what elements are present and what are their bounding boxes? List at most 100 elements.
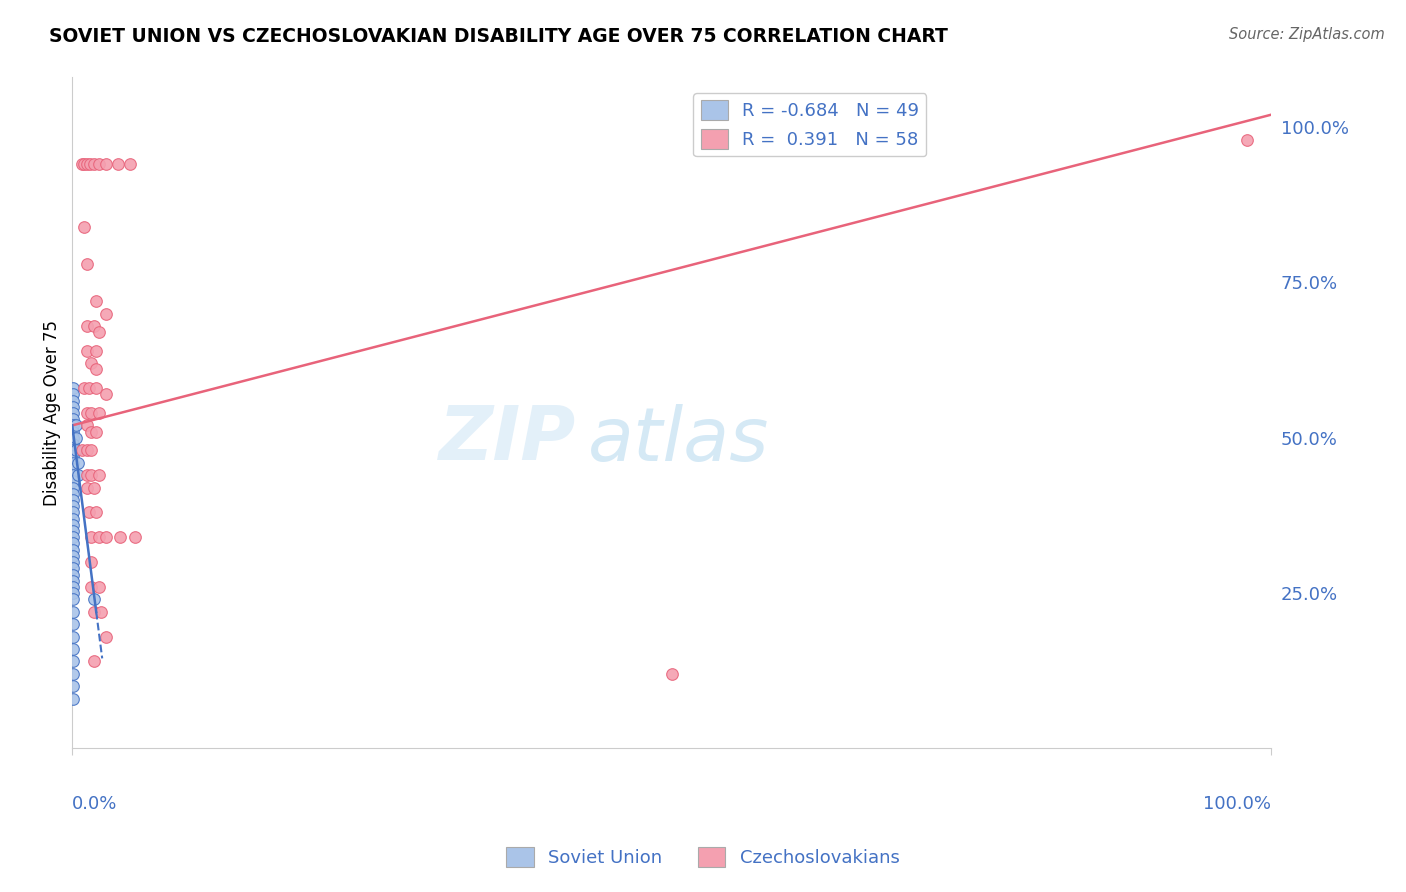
Point xyxy=(84,505,107,519)
Point xyxy=(80,443,103,458)
Point xyxy=(62,443,84,458)
Point xyxy=(118,157,141,171)
Point xyxy=(62,456,84,470)
Text: 0.0%: 0.0% xyxy=(72,796,118,814)
Point xyxy=(84,294,107,309)
Point xyxy=(84,362,107,376)
Point xyxy=(62,549,84,563)
Text: ZIP: ZIP xyxy=(439,403,575,476)
Point xyxy=(62,574,84,588)
Point xyxy=(62,468,84,483)
Point xyxy=(80,406,103,420)
Legend: R = -0.684   N = 49, R =  0.391   N = 58: R = -0.684 N = 49, R = 0.391 N = 58 xyxy=(693,93,927,156)
Point xyxy=(62,418,84,433)
Point xyxy=(62,437,84,451)
Point xyxy=(62,517,84,532)
Point xyxy=(62,617,84,632)
Point xyxy=(76,257,98,271)
Point xyxy=(87,468,110,483)
Point xyxy=(83,592,105,607)
Point xyxy=(62,524,84,538)
Point xyxy=(80,555,103,569)
Point xyxy=(73,381,96,395)
Text: 100.0%: 100.0% xyxy=(1204,796,1271,814)
Legend: Soviet Union, Czechoslovakians: Soviet Union, Czechoslovakians xyxy=(499,839,907,874)
Point xyxy=(94,387,117,401)
Point xyxy=(80,468,103,483)
Point xyxy=(90,605,112,619)
Point xyxy=(62,530,84,544)
Point xyxy=(73,219,96,234)
Point xyxy=(84,425,107,439)
Point xyxy=(94,530,117,544)
Point xyxy=(76,157,98,171)
Y-axis label: Disability Age Over 75: Disability Age Over 75 xyxy=(44,320,60,506)
Point xyxy=(62,555,84,569)
Point xyxy=(65,431,87,445)
Point xyxy=(83,605,105,619)
Point xyxy=(83,318,105,333)
Point xyxy=(77,381,100,395)
Point xyxy=(94,307,117,321)
Point xyxy=(62,481,84,495)
Point xyxy=(62,462,84,476)
Point xyxy=(67,468,90,483)
Point xyxy=(124,530,146,544)
Point xyxy=(62,431,84,445)
Point xyxy=(84,343,107,358)
Point xyxy=(79,157,101,171)
Point xyxy=(76,468,98,483)
Point xyxy=(62,592,84,607)
Point xyxy=(1236,132,1258,146)
Point xyxy=(62,567,84,582)
Point xyxy=(661,667,683,681)
Point xyxy=(62,605,84,619)
Point xyxy=(62,691,84,706)
Point xyxy=(87,530,110,544)
Point xyxy=(87,406,110,420)
Text: SOVIET UNION VS CZECHOSLOVAKIAN DISABILITY AGE OVER 75 CORRELATION CHART: SOVIET UNION VS CZECHOSLOVAKIAN DISABILI… xyxy=(49,27,948,45)
Point xyxy=(62,393,84,408)
Point xyxy=(107,157,129,171)
Point xyxy=(76,418,98,433)
Point xyxy=(62,505,84,519)
Point xyxy=(76,406,98,420)
Point xyxy=(80,580,103,594)
Point xyxy=(62,536,84,550)
Point xyxy=(87,580,110,594)
Point xyxy=(62,679,84,693)
Point xyxy=(83,157,105,171)
Point xyxy=(87,157,110,171)
Point xyxy=(62,475,84,489)
Point xyxy=(84,381,107,395)
Point xyxy=(62,381,84,395)
Point xyxy=(62,561,84,575)
Point xyxy=(62,406,84,420)
Point xyxy=(80,425,103,439)
Point xyxy=(80,356,103,370)
Point xyxy=(80,530,103,544)
Point xyxy=(62,542,84,557)
Point xyxy=(65,443,87,458)
Point xyxy=(62,425,84,439)
Point xyxy=(83,655,105,669)
Point xyxy=(62,487,84,501)
Point xyxy=(94,630,117,644)
Point xyxy=(70,157,93,171)
Point xyxy=(62,387,84,401)
Point xyxy=(62,642,84,657)
Point xyxy=(67,456,90,470)
Point xyxy=(62,450,84,464)
Point xyxy=(70,443,93,458)
Text: Source: ZipAtlas.com: Source: ZipAtlas.com xyxy=(1229,27,1385,42)
Point xyxy=(62,412,84,426)
Point xyxy=(83,481,105,495)
Point xyxy=(76,443,98,458)
Point xyxy=(77,505,100,519)
Point xyxy=(62,630,84,644)
Point xyxy=(73,157,96,171)
Point xyxy=(62,511,84,525)
Point xyxy=(62,580,84,594)
Point xyxy=(65,418,87,433)
Point xyxy=(87,325,110,339)
